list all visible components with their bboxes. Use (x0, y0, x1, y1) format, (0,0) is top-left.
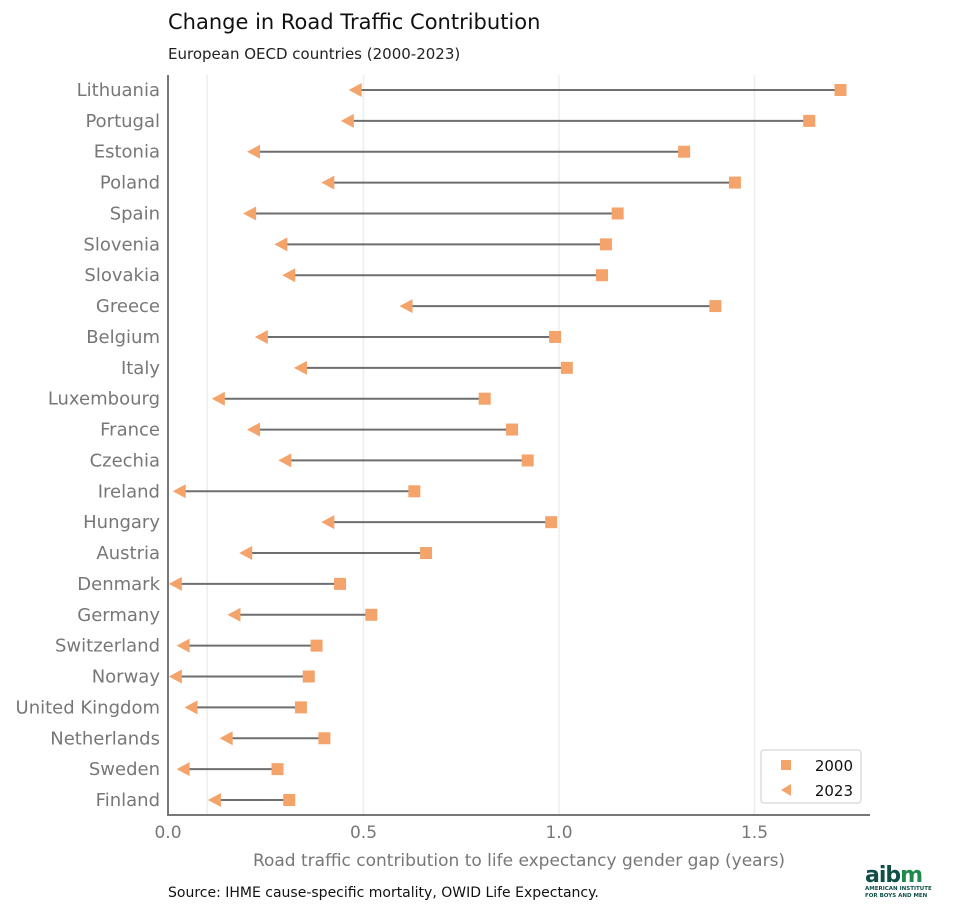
marker-2023 (321, 515, 335, 530)
marker-2023 (168, 669, 182, 684)
marker-2000 (560, 361, 573, 374)
y-tick-label: United Kingdom (16, 697, 160, 718)
y-tick-label: Portugal (85, 111, 160, 132)
x-tick-label: 0.5 (350, 823, 377, 843)
x-tick-label: 1.0 (545, 823, 572, 843)
marker-2023 (399, 299, 413, 314)
marker-2023 (219, 731, 233, 746)
marker-2000 (545, 516, 558, 529)
x-axis-label: Road traffic contribution to life expect… (253, 851, 785, 871)
aibm-logo: aibm AMERICAN INSTITUTE FOR BOYS AND MEN (865, 863, 932, 900)
y-tick-label: France (100, 420, 160, 441)
marker-2000 (271, 763, 284, 776)
y-tick-label: Slovenia (83, 234, 160, 255)
marker-2023 (348, 83, 362, 97)
y-tick-label: Austria (96, 543, 160, 564)
marker-2000 (803, 114, 816, 127)
y-tick-label: Poland (100, 173, 160, 194)
marker-2023 (282, 268, 296, 283)
marker-2023 (211, 391, 225, 406)
marker-2023 (184, 700, 198, 715)
marker-2023 (172, 484, 186, 499)
y-tick-label: Czechia (90, 450, 160, 471)
marker-2023 (321, 175, 335, 190)
source-note: Source: IHME cause-specific mortality, O… (168, 885, 599, 901)
legend-marker-2023 (781, 784, 791, 796)
marker-2023 (340, 113, 354, 128)
legend-marker-2000 (781, 760, 791, 770)
marker-2023 (254, 329, 268, 344)
marker-2000 (599, 238, 612, 251)
marker-2000 (334, 577, 347, 590)
y-tick-label: Finland (96, 790, 160, 811)
marker-2000 (521, 454, 534, 467)
marker-2000 (420, 547, 433, 560)
marker-2000 (408, 485, 421, 498)
y-tick-label: Italy (121, 358, 160, 379)
y-tick-label: Slovakia (84, 265, 160, 286)
marker-2023 (243, 206, 257, 221)
marker-2000 (678, 145, 691, 158)
marker-2023 (168, 576, 182, 591)
chart-subtitle: European OECD countries (2000-2023) (168, 45, 461, 63)
y-tick-label: Estonia (94, 142, 160, 163)
marker-2000 (310, 639, 323, 652)
y-tick-label: Denmark (77, 574, 160, 595)
y-tick-label: Netherlands (50, 728, 160, 749)
marker-2000 (728, 176, 741, 189)
marker-2000 (506, 423, 519, 436)
marker-2023 (239, 546, 253, 561)
y-tick-label: Germany (77, 605, 160, 626)
y-tick-label: Belgium (86, 327, 160, 348)
y-tick-label: Sweden (89, 759, 160, 780)
marker-2000 (549, 330, 562, 343)
chart-title: Change in Road Traffic Contribution (168, 10, 541, 34)
legend-label-2000: 2000 (815, 757, 853, 775)
x-tick-label: 1.5 (741, 823, 768, 843)
y-tick-label: Greece (96, 296, 160, 317)
y-tick-label: Spain (110, 203, 160, 224)
legend-label-2023: 2023 (815, 782, 853, 800)
marker-2000 (283, 794, 296, 806)
marker-2000 (596, 269, 609, 282)
y-tick-label: Switzerland (55, 636, 160, 657)
marker-2023 (227, 607, 241, 622)
marker-2000 (365, 608, 378, 621)
marker-2000 (318, 732, 331, 745)
marker-2023 (278, 453, 292, 468)
marker-2000 (709, 300, 722, 313)
y-tick-label: Luxembourg (48, 389, 160, 410)
marker-2000 (611, 207, 624, 220)
marker-2000 (302, 670, 315, 683)
marker-2023 (207, 793, 221, 807)
y-tick-label: Hungary (83, 512, 160, 533)
marker-2000 (478, 392, 491, 405)
marker-2023 (293, 360, 307, 375)
y-tick-label: Ireland (98, 481, 160, 502)
marker-2000 (294, 701, 307, 714)
marker-2023 (176, 762, 190, 777)
y-tick-label: Lithuania (77, 80, 160, 101)
marker-2023 (176, 638, 190, 653)
marker-2000 (834, 84, 847, 96)
y-tick-label: Norway (92, 667, 161, 688)
marker-2023 (247, 422, 261, 437)
marker-2023 (274, 237, 288, 252)
x-tick-label: 0.0 (154, 823, 181, 843)
marker-2023 (247, 144, 261, 159)
